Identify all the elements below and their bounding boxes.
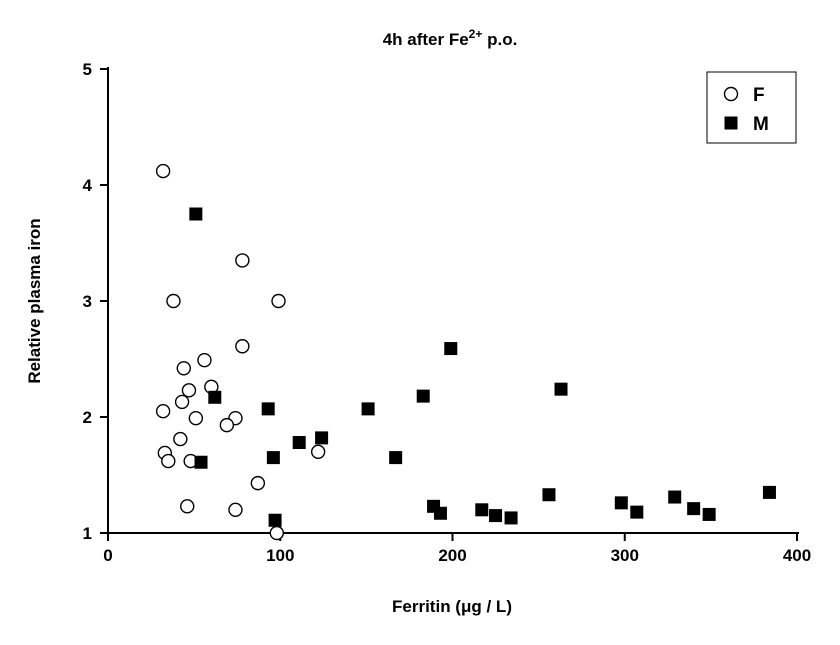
data-point-m [444,342,458,356]
legend-marker-f [723,86,739,102]
y-tick-label: 3 [83,292,92,311]
data-point-m [489,509,503,523]
data-point-m [687,502,701,516]
data-point-m [542,488,556,502]
data-point-m [389,451,403,465]
x-tick-label: 300 [611,546,639,565]
data-point-m [416,389,430,403]
data-point-m [268,513,282,527]
x-axis-label: Ferritin (μg / L) [392,597,512,616]
data-point-f [250,475,266,491]
data-point-m [433,506,447,520]
data-point-m [702,507,716,521]
data-point-m [261,402,275,416]
data-point-f [269,525,285,541]
legend: FM [706,71,797,144]
data-point-f [166,293,181,309]
data-point-f [155,404,171,419]
data-point-f [174,394,190,410]
x-tick-label: 0 [103,546,112,565]
data-point-f [310,444,326,459]
data-point-f [176,361,191,376]
y-tick-label: 4 [83,176,93,195]
data-point-f [188,410,204,426]
data-point-f [235,253,250,268]
data-point-f [228,502,243,517]
data-point-m [194,455,208,469]
y-tick-label: 2 [83,408,92,427]
data-point-m [668,490,682,504]
legend-label-f: F [753,85,765,106]
data-point-m [315,431,329,445]
y-tick-label: 1 [83,524,92,543]
data-point-m [189,207,203,221]
data-point-f [235,339,250,354]
legend-marker-m [724,116,738,130]
data-point-m [475,503,489,517]
data-point-m [292,436,306,450]
data-point-m [762,485,776,499]
chart-title: 4h after Fe2+ p.o. [383,27,518,49]
data-point-m [504,511,518,525]
data-point-m [554,382,568,396]
legend-label-m: M [753,114,769,135]
data-point-m [630,505,644,519]
data-point-f [173,431,188,447]
x-tick-label: 400 [783,546,811,565]
data-point-m [208,390,222,404]
data-point-f [155,163,171,179]
data-point-f [197,352,212,368]
y-tick-label: 5 [83,60,92,79]
data-point-f [271,293,286,309]
data-point-f [181,383,197,398]
data-point-f [219,417,235,433]
data-point-m [614,496,628,510]
x-tick-label: 200 [438,546,466,565]
x-tick-label: 100 [266,546,294,565]
data-point-f [180,499,195,514]
data-point-f [161,453,176,469]
y-axis-label: Relative plasma iron [25,218,44,383]
data-point-m [361,402,375,416]
data-point-m [266,451,280,465]
